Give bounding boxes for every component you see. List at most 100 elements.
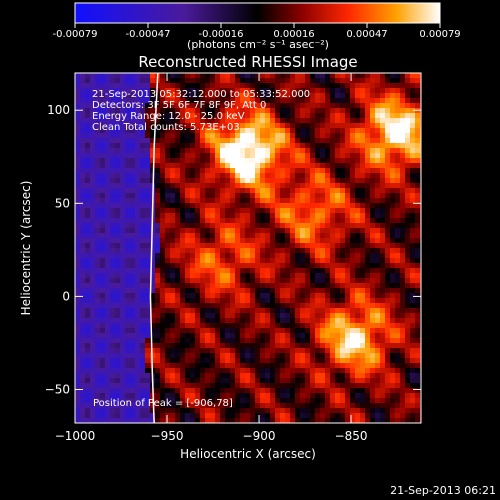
- heatmap-cell: [155, 258, 161, 264]
- heatmap-cell: [175, 408, 181, 414]
- heatmap-cell: [300, 348, 306, 354]
- heatmap-cell: [105, 373, 111, 379]
- heatmap-cell: [355, 353, 361, 359]
- heatmap-cell: [130, 268, 136, 274]
- heatmap-cell: [115, 258, 121, 264]
- annotation-detectors: Detectors: 3F 5F 6F 7F 8F 9F, Att 0: [92, 100, 266, 111]
- heatmap-cell: [235, 418, 241, 423]
- heatmap-cell: [180, 268, 186, 274]
- heatmap-cell: [140, 138, 146, 144]
- heatmap-cell: [110, 118, 116, 124]
- heatmap-cell: [300, 83, 306, 89]
- heatmap-cell: [240, 393, 246, 399]
- heatmap-cell: [370, 158, 376, 164]
- heatmap-cell: [90, 73, 96, 79]
- heatmap-cell: [170, 383, 176, 389]
- heatmap-cell: [385, 343, 391, 349]
- heatmap-cell: [340, 198, 346, 204]
- heatmap-cell: [390, 363, 396, 369]
- heatmap-cell: [140, 258, 146, 264]
- heatmap-cell: [400, 263, 406, 269]
- heatmap-cell: [165, 83, 171, 89]
- heatmap-cell: [335, 118, 341, 124]
- heatmap-cell: [270, 243, 276, 249]
- heatmap-cell: [80, 333, 86, 339]
- heatmap-cell: [265, 113, 271, 119]
- heatmap-cell: [350, 348, 356, 354]
- heatmap-cell: [405, 308, 411, 314]
- heatmap-cell: [295, 413, 301, 419]
- heatmap-cell: [370, 268, 376, 274]
- heatmap-cell: [140, 278, 146, 284]
- heatmap-cell: [165, 123, 171, 129]
- heatmap-cell: [120, 143, 126, 149]
- heatmap-cell: [185, 78, 191, 84]
- heatmap-cell: [215, 418, 221, 423]
- heatmap-cell: [85, 293, 91, 299]
- heatmap-cell: [80, 368, 86, 374]
- heatmap-cell: [360, 163, 366, 169]
- heatmap-cell: [140, 98, 146, 104]
- heatmap-cell: [80, 378, 86, 384]
- heatmap-cell: [370, 303, 376, 309]
- heatmap-cell: [385, 378, 391, 384]
- heatmap-cell: [95, 363, 101, 369]
- heatmap-cell: [280, 223, 286, 229]
- heatmap-cell: [310, 203, 316, 209]
- heatmap-cell: [300, 233, 306, 239]
- heatmap-cell: [80, 268, 86, 274]
- heatmap-cell: [145, 368, 151, 374]
- heatmap-cell: [275, 343, 281, 349]
- heatmap-cell: [260, 108, 266, 114]
- heatmap-cell: [180, 128, 186, 134]
- heatmap-cell: [240, 363, 246, 369]
- heatmap-cell: [355, 83, 361, 89]
- heatmap-cell: [185, 103, 191, 109]
- heatmap-cell: [185, 113, 191, 119]
- heatmap-cell: [105, 288, 111, 294]
- heatmap-cell: [135, 218, 141, 224]
- heatmap-cell: [400, 178, 406, 184]
- heatmap-cell: [180, 108, 186, 114]
- heatmap-cell: [345, 223, 351, 229]
- heatmap-cell: [340, 168, 346, 174]
- heatmap-cell: [270, 303, 276, 309]
- heatmap-cell: [380, 188, 386, 194]
- heatmap-cell: [385, 128, 391, 134]
- heatmap-cell: [190, 413, 196, 419]
- heatmap-cell: [95, 153, 101, 159]
- heatmap-cell: [110, 78, 116, 84]
- heatmap-cell: [110, 318, 116, 324]
- heatmap-cell: [300, 123, 306, 129]
- heatmap-cell: [335, 248, 341, 254]
- heatmap-cell: [120, 118, 126, 124]
- heatmap-cell: [360, 233, 366, 239]
- heatmap-cell: [215, 118, 221, 124]
- heatmap-cell: [160, 88, 166, 94]
- heatmap-cell: [210, 138, 216, 144]
- heatmap-cell: [415, 78, 421, 84]
- heatmap-cell: [215, 343, 221, 349]
- heatmap-cell: [85, 73, 91, 79]
- heatmap-cell: [370, 153, 376, 159]
- heatmap-cell: [305, 398, 311, 404]
- heatmap-cell: [285, 333, 291, 339]
- heatmap-cell: [415, 138, 421, 144]
- heatmap-cell: [395, 373, 401, 379]
- heatmap-cell: [285, 193, 291, 199]
- heatmap-cell: [140, 88, 146, 94]
- heatmap-cell: [125, 393, 131, 399]
- heatmap-cell: [230, 133, 236, 139]
- heatmap-cell: [325, 418, 331, 423]
- heatmap-cell: [275, 393, 281, 399]
- heatmap-cell: [145, 178, 151, 184]
- heatmap-cell: [300, 283, 306, 289]
- heatmap-cell: [350, 243, 356, 249]
- heatmap-cell: [260, 168, 266, 174]
- heatmap-cell: [240, 138, 246, 144]
- heatmap-cell: [400, 323, 406, 329]
- heatmap-cell: [75, 348, 81, 354]
- heatmap-cell: [80, 103, 86, 109]
- heatmap-cell: [405, 193, 411, 199]
- heatmap-cell: [325, 103, 331, 109]
